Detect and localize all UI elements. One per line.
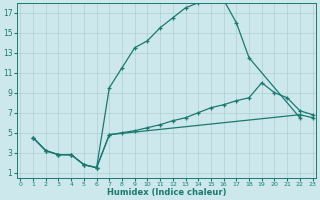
X-axis label: Humidex (Indice chaleur): Humidex (Indice chaleur): [107, 188, 226, 197]
